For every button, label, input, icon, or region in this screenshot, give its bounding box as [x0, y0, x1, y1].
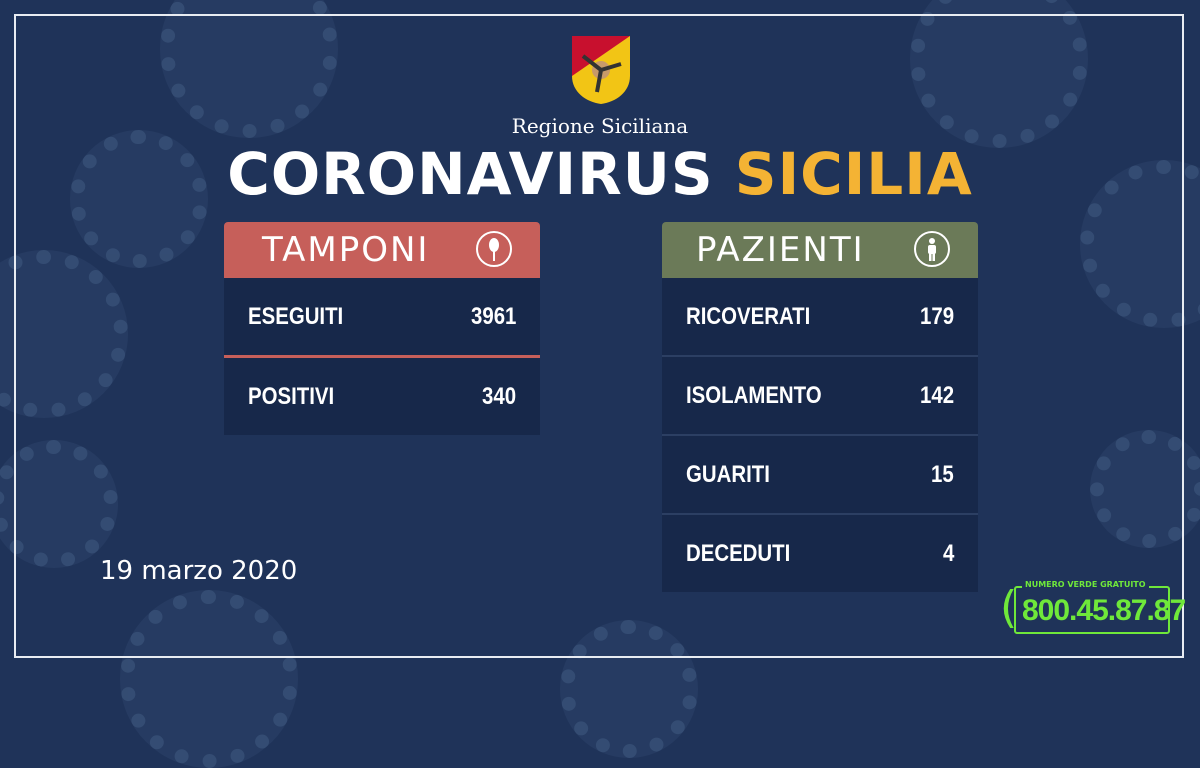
- table-row: POSITIVI 340: [224, 358, 540, 435]
- hotline-number: 800.45.87.87: [1022, 594, 1186, 627]
- table-row: GUARITI 15: [662, 436, 978, 515]
- pazienti-panel: PAZIENTI RICOVERATI 179 ISOLAMENTO 142 GUA…: [662, 222, 978, 592]
- phone-icon: (: [1000, 582, 1018, 633]
- date: 19 marzo 2020: [100, 556, 298, 586]
- table-row: ISOLAMENTO 142: [662, 357, 978, 436]
- tamponi-header: TAMPONI: [224, 222, 540, 278]
- swab-icon: [476, 231, 512, 267]
- person-icon: [914, 231, 950, 267]
- virus-decoration: [910, 0, 1088, 148]
- frame: [14, 14, 1184, 658]
- pazienti-header: PAZIENTI: [662, 222, 978, 278]
- hotline: ( NUMERO VERDE GRATUITO 800.45.87.87: [1000, 580, 1186, 636]
- page-title: CORONAVIRUS SICILIA: [227, 140, 973, 208]
- logo-text: Regione Siciliana: [511, 114, 689, 138]
- table-row: RICOVERATI 179: [662, 278, 978, 357]
- table-row: ESEGUITI 3961: [224, 278, 540, 358]
- tamponi-panel: TAMPONI ESEGUITI 3961 POSITIVI 340: [224, 222, 540, 435]
- regione-siciliana-logo: [572, 36, 630, 104]
- table-row: DECEDUTI 4: [662, 515, 978, 592]
- hotline-label: NUMERO VERDE GRATUITO: [1022, 580, 1149, 589]
- virus-decoration: [0, 440, 118, 568]
